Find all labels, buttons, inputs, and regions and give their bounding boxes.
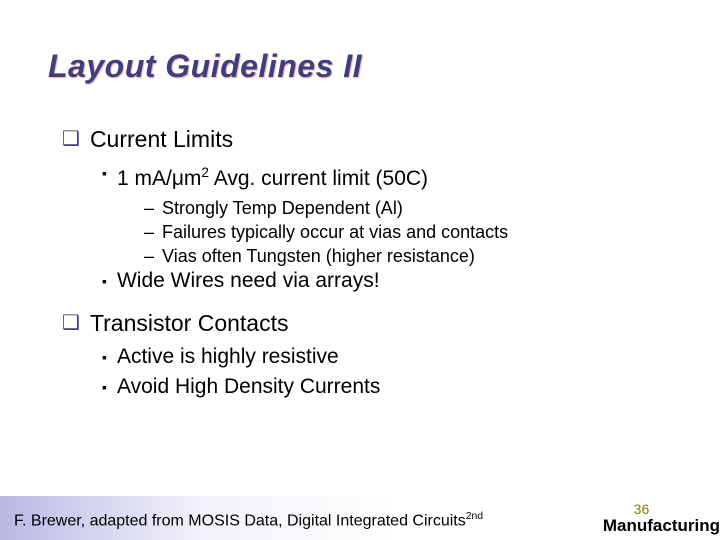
text-unit: μm <box>172 167 202 190</box>
sub-bullet-current-limit-value: ▪ 1 mA/μm2 Avg. current limit (50C) <box>102 161 720 191</box>
dash-bullet-icon: – <box>144 245 154 267</box>
text-part: 1 mA/ <box>117 167 172 190</box>
square-small-bullet-icon: ▪ <box>102 269 107 293</box>
footer-attribution: F. Brewer, adapted from MOSIS Data, Digi… <box>14 511 483 530</box>
slide-number: 36 <box>603 502 720 517</box>
detail-failures-vias: – Failures typically occur at vias and c… <box>144 221 720 243</box>
bullet-current-limits: ❑ Current Limits <box>62 125 720 153</box>
sub-bullet-avoid-high-density: ▪ Avoid High Density Currents <box>102 375 720 399</box>
sub-bullet-wide-wires: ▪ Wide Wires need via arrays! <box>102 269 720 293</box>
bullet-text: Current Limits <box>90 125 233 153</box>
bullet-text: Vias often Tungsten (higher resistance) <box>162 245 475 267</box>
slide: Layout Guidelines II ❑ Current Limits ▪ … <box>0 0 720 540</box>
dash-bullet-icon: – <box>144 197 154 219</box>
sub-bullet-active-resistive: ▪ Active is highly resistive <box>102 345 720 369</box>
slide-title: Layout Guidelines II <box>48 48 720 85</box>
slide-content: ❑ Current Limits ▪ 1 mA/μm2 Avg. current… <box>48 125 720 399</box>
text-part: Avg. current limit (50C) <box>209 167 428 190</box>
footer-right-block: 36 Manufacturing <box>603 502 720 536</box>
superscript: 2 <box>201 165 209 180</box>
bullet-text: Avoid High Density Currents <box>117 375 380 399</box>
square-small-bullet-icon: ▪ <box>102 345 107 369</box>
bullet-text: Failures typically occur at vias and con… <box>162 221 508 243</box>
bullet-text: Strongly Temp Dependent (Al) <box>162 197 403 219</box>
spacer <box>62 299 720 309</box>
square-small-bullet-icon: ▪ <box>102 375 107 399</box>
bullet-text: Wide Wires need via arrays! <box>117 269 380 293</box>
attribution-text: F. Brewer, adapted from MOSIS Data, Digi… <box>14 512 466 529</box>
attribution-superscript: 2nd <box>466 511 483 522</box>
bullet-text: Transistor Contacts <box>90 309 289 337</box>
bullet-text: Active is highly resistive <box>117 345 339 369</box>
square-small-bullet-icon: ▪ <box>102 161 107 185</box>
square-bullet-icon: ❑ <box>62 125 80 153</box>
section-label: Manufacturing <box>603 517 720 536</box>
bullet-transistor-contacts: ❑ Transistor Contacts <box>62 309 720 337</box>
detail-tungsten: – Vias often Tungsten (higher resistance… <box>144 245 720 267</box>
dash-bullet-icon: – <box>144 221 154 243</box>
detail-temp-dependent: – Strongly Temp Dependent (Al) <box>144 197 720 219</box>
bullet-text: 1 mA/μm2 Avg. current limit (50C) <box>117 161 428 191</box>
square-bullet-icon: ❑ <box>62 309 80 337</box>
